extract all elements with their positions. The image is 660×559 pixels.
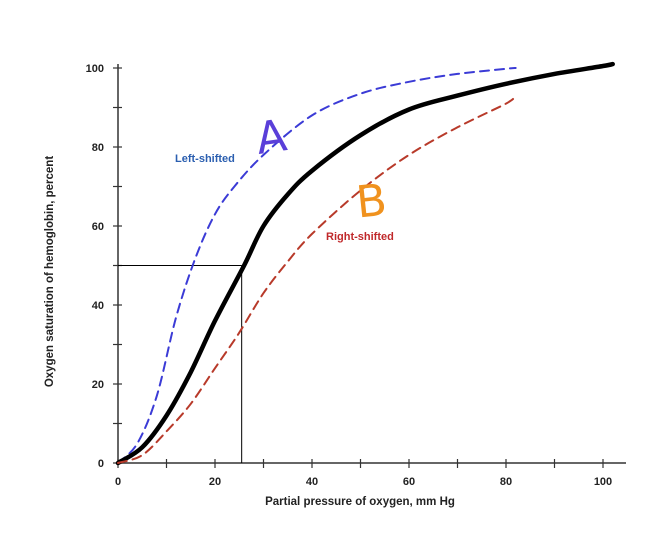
x-axis-title: Partial pressure of oxygen, mm Hg — [265, 496, 455, 508]
x-tick-label: 20 — [209, 476, 221, 488]
y-tick-label: 80 — [92, 142, 104, 154]
y-tick-label: 0 — [98, 458, 104, 470]
y-tick-label: 20 — [92, 379, 104, 391]
normal-curve — [115, 61, 615, 466]
x-tick-label: 80 — [500, 476, 512, 488]
x-tick-label: 100 — [594, 476, 612, 488]
left-shifted-label: Left-shifted — [175, 153, 235, 165]
y-axis-title: Oxygen saturation of hemoglobin, percent — [44, 156, 56, 387]
left-shifted-curve — [117, 67, 517, 464]
x-tick-label: 0 — [115, 476, 121, 488]
right-shifted-curve — [117, 94, 517, 464]
x-tick-label: 60 — [403, 476, 415, 488]
y-tick-label: 60 — [92, 221, 104, 233]
handwritten-a-label: A — [253, 110, 290, 165]
y-tick-label: 40 — [92, 300, 104, 312]
y-tick-label: 100 — [86, 63, 104, 75]
right-shifted-label: Right-shifted — [326, 231, 394, 243]
x-tick-label: 40 — [306, 476, 318, 488]
handwritten-b-label: B — [354, 175, 389, 229]
